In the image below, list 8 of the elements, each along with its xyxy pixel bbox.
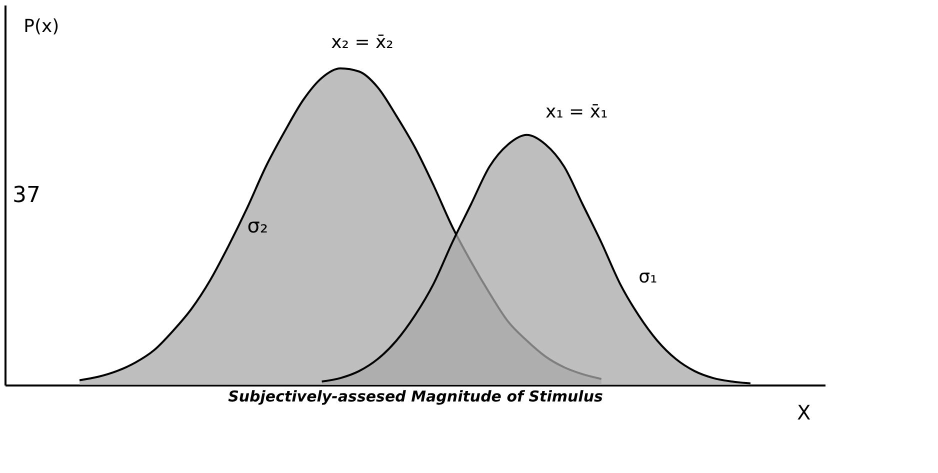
annotation: x₁ = x̄₁ — [545, 102, 608, 123]
annotation: σ₂ — [247, 214, 268, 238]
text: X — [797, 400, 812, 424]
x-axis-title: Subjectively-assesed Magnitude of Stimulus — [228, 388, 603, 406]
text: 37 — [12, 183, 40, 208]
annotation: σ₁ — [638, 266, 658, 288]
y-axis-title: P(x) — [24, 16, 60, 38]
text: x₂ = x̄₂ — [331, 32, 394, 53]
